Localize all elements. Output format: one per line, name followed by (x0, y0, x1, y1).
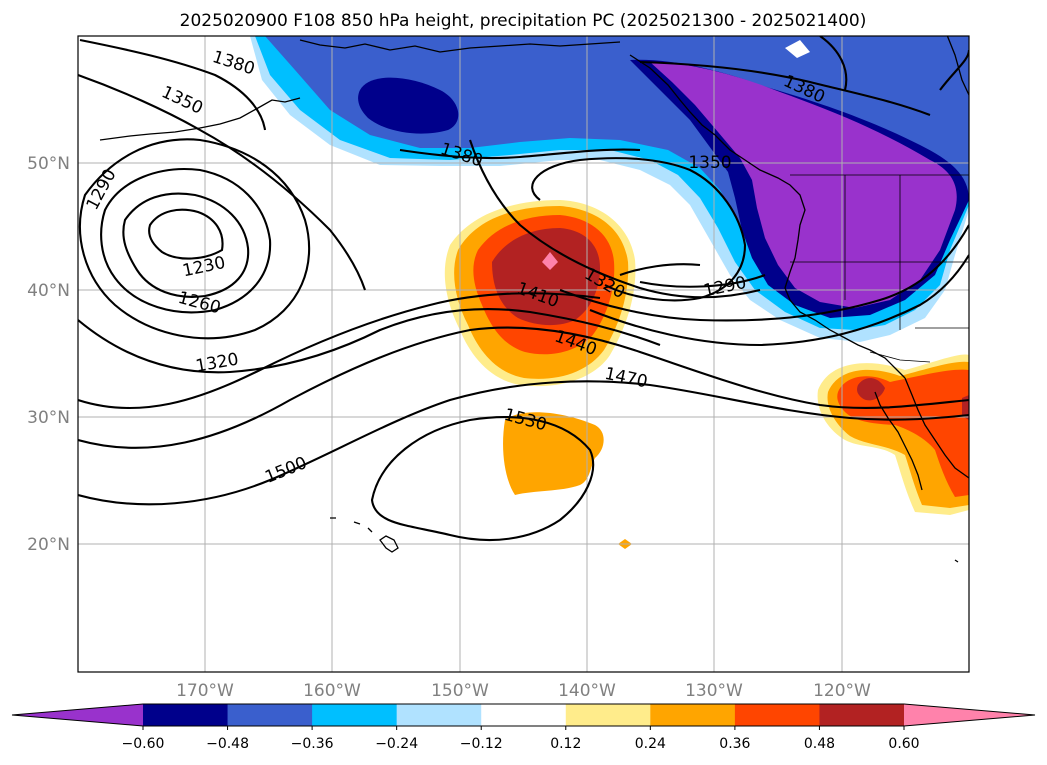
positive-anomaly-mexico (817, 354, 969, 515)
lon-label: 160°W (303, 681, 361, 701)
colorbar-segment (734, 704, 820, 726)
colorbar-segment (565, 704, 651, 726)
lon-label: 130°W (685, 681, 743, 701)
lat-label: 20°N (27, 535, 70, 555)
colorbar-extend-max (904, 704, 1035, 726)
colorbar-segment (312, 704, 398, 726)
colorbar-segment (396, 704, 482, 726)
lat-label: 50°N (27, 154, 70, 174)
colorbar-tick-label: 0.60 (888, 736, 919, 752)
colorbar-ticks: −0.60 −0.48 −0.36 −0.24 −0.12 0.12 0.24 0.36 0.4… (122, 726, 920, 752)
lon-label: 120°W (813, 681, 871, 701)
map-title: 2025020900 F108 850 hPa height, precipit… (180, 11, 867, 31)
lat-label: 30°N (27, 408, 70, 428)
lon-label: 150°W (431, 681, 489, 701)
colorbar-tick-label: −0.12 (460, 736, 503, 752)
colorbar-segment (143, 704, 229, 726)
colorbar-tick-label: 0.24 (635, 736, 666, 752)
height-contours (78, 36, 969, 542)
lat-label: 40°N (27, 281, 70, 301)
colorbar-segment (819, 704, 905, 726)
contour-label: 1350 (688, 153, 731, 173)
colorbar-tick-label: −0.48 (206, 736, 249, 752)
colorbar-extend-min (12, 704, 143, 726)
negative-anomaly-north (250, 36, 969, 342)
colorbar-tick-label: 0.48 (804, 736, 835, 752)
colorbar-tick-label: 0.12 (550, 736, 581, 752)
colorbar-segment (650, 704, 736, 726)
coastlines (99, 36, 969, 563)
colorbar-tick-label: −0.24 (375, 736, 418, 752)
colorbar-segment (227, 704, 313, 726)
map-panel: 1380 1350 1290 1230 1260 1320 1500 1380 … (78, 36, 969, 672)
lon-label: 170°W (176, 681, 234, 701)
colorbar (11, 703, 1036, 727)
colorbar-tick-label: 0.36 (719, 736, 750, 752)
colorbar-tick-label: −0.36 (291, 736, 334, 752)
longitude-labels: 170°W 160°W 150°W 140°W 130°W 120°W (176, 681, 871, 701)
colorbar-segment (481, 704, 567, 726)
colorbar-tick-label: −0.60 (122, 736, 165, 752)
graticule (78, 36, 969, 672)
map-frame (77, 35, 970, 673)
lon-label: 140°W (558, 681, 616, 701)
latitude-labels: 50°N 40°N 30°N 20°N (27, 154, 70, 555)
